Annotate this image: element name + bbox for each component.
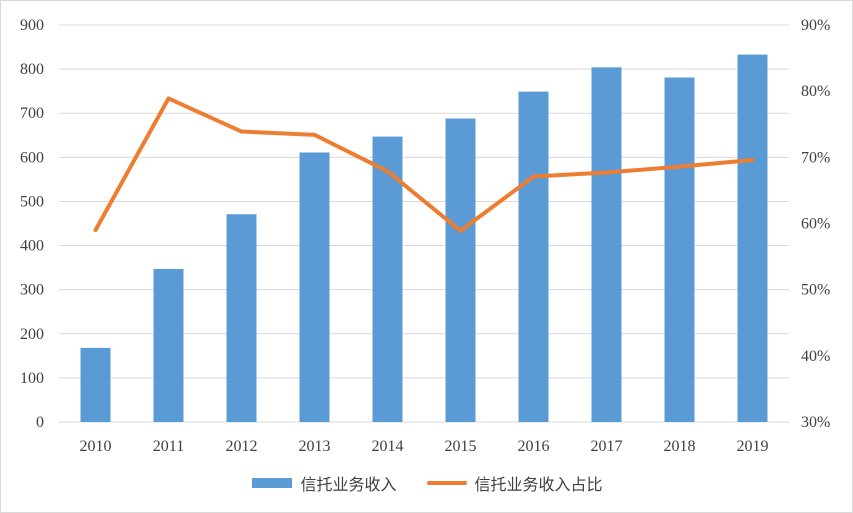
x-tick-label: 2010: [80, 438, 112, 455]
legend-item-bars: 信托业务收入: [252, 471, 397, 495]
y-left-tick-label: 300: [20, 282, 44, 299]
bar-series: [80, 54, 768, 423]
y-left-tick-label: 700: [20, 105, 44, 122]
y-right-tick-label: 80%: [801, 83, 830, 100]
x-tick-label: 2017: [591, 438, 623, 455]
legend-item-line: 信托业务收入占比: [426, 471, 603, 495]
y-right-tick-label: 70%: [801, 149, 830, 166]
legend-bar-swatch: [252, 478, 293, 488]
x-tick-label: 2012: [226, 438, 258, 455]
y-left-tick-label: 900: [20, 17, 44, 34]
line-point: [94, 228, 97, 232]
y-left-tick-label: 800: [20, 61, 44, 78]
bar: [372, 136, 403, 422]
bar: [153, 268, 184, 422]
line-point: [678, 165, 681, 169]
y-left-tick-label: 600: [20, 149, 44, 166]
axes: 0 100 200 300 400 500 600 700 800 900 30% 40% 50% 60%…: [20, 17, 830, 455]
line-point: [167, 96, 170, 100]
y-left-tick-label: 500: [20, 193, 44, 210]
line-series: [93, 96, 755, 233]
y-right-tick-label: 60%: [801, 216, 830, 233]
bar: [299, 152, 330, 422]
legend-label-bars: 信托业务收入: [300, 475, 397, 494]
line-point: [532, 175, 535, 179]
line-point: [313, 133, 316, 137]
y-left-tick-label: 0: [36, 414, 44, 431]
line-point: [240, 130, 243, 134]
y-right-tick-label: 50%: [801, 282, 830, 299]
x-tick-label: 2015: [445, 438, 477, 455]
y-left-tick-label: 100: [20, 370, 44, 387]
y-right-tick-label: 40%: [801, 348, 830, 365]
bar: [518, 91, 549, 422]
x-tick-label: 2016: [518, 438, 550, 455]
bar: [445, 118, 476, 422]
x-tick-label: 2013: [299, 438, 331, 455]
line-point: [751, 158, 754, 162]
legend-line-swatch: [426, 481, 467, 485]
line-series-path: [93, 96, 755, 233]
x-tick-label: 2018: [664, 438, 696, 455]
y-left-tick-label: 200: [20, 326, 44, 343]
bar: [591, 67, 622, 422]
y-right-tick-label: 30%: [801, 414, 830, 431]
legend-label-line: 信托业务收入占比: [474, 475, 603, 494]
bar: [226, 214, 257, 422]
y-left-tick-label: 400: [20, 238, 44, 255]
x-tick-label: 2014: [372, 438, 404, 455]
x-tick-label: 2019: [737, 438, 769, 455]
line-point: [459, 229, 462, 233]
bar: [80, 347, 111, 422]
bar: [737, 54, 768, 422]
legend: 信托业务收入 信托业务收入占比: [1, 471, 852, 495]
x-tick-label: 2011: [153, 438, 184, 455]
y-right-tick-label: 90%: [801, 17, 830, 34]
bar: [664, 77, 695, 423]
line-point: [605, 171, 608, 175]
line-point: [386, 169, 389, 173]
